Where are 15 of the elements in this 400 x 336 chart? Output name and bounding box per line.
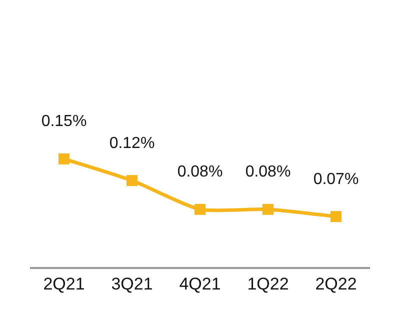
- x-tick-label: 2Q22: [315, 274, 357, 294]
- x-tick-label: 3Q21: [111, 274, 153, 294]
- x-tick-label: 1Q22: [247, 274, 289, 294]
- point: [126, 175, 138, 186]
- point: [262, 204, 274, 215]
- data-label: 0.15%: [41, 113, 87, 130]
- point: [58, 153, 70, 164]
- point: [330, 211, 342, 222]
- data-label: 0.08%: [177, 164, 223, 181]
- data-label: 0.08%: [245, 164, 291, 181]
- data-label: 0.07%: [313, 170, 359, 188]
- point: [194, 204, 206, 215]
- data-label: 0.12%: [109, 134, 155, 152]
- x-tick-label: 2Q21: [43, 274, 85, 294]
- x-tick-label: 4Q21: [179, 274, 221, 294]
